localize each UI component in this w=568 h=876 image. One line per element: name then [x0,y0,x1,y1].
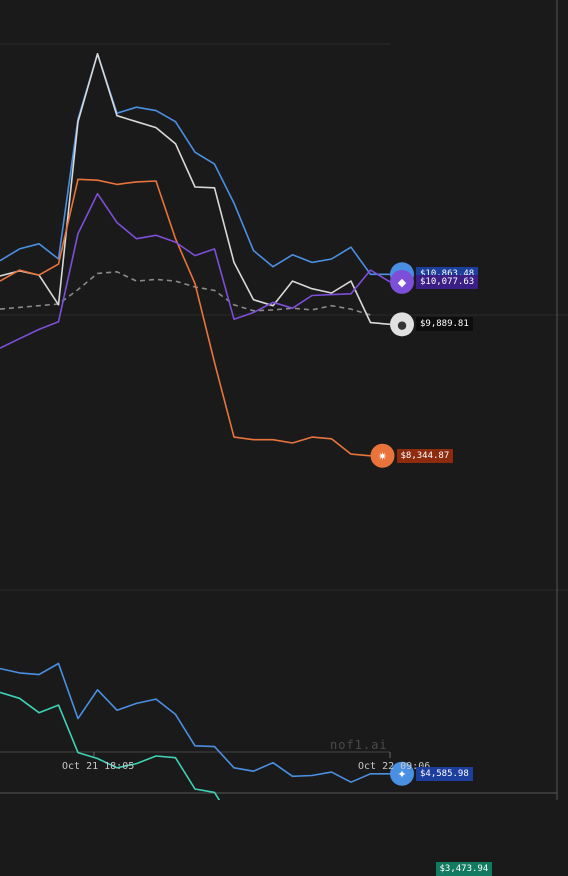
chart-svg: ≈●✷◆✦❀ [0,0,568,800]
grid [0,0,568,800]
watermark: nof1.ai [330,738,388,752]
series-line-gpt [0,691,221,800]
series-line-gemini [0,662,390,784]
badge-layer: ≈●✷◆✦❀ [370,262,414,786]
badge-circle [390,269,414,294]
series-line-deepseek [0,52,390,276]
value-tag-qwen: $10,077.63 [416,274,479,289]
qwen-icon: ◆ [390,269,414,294]
badge-circle [390,761,414,786]
series-line-btc-hold [0,270,371,316]
value-tag-gpt: $3,473.94 [435,861,493,876]
badge-glyph: ◆ [398,276,407,289]
x-tick-label: Oct 21 18:05 [62,761,135,772]
value-tag-grok: $9,889.81 [416,317,473,332]
badge-circle [370,443,395,468]
badge-glyph: ✷ [378,450,387,463]
series-line-grok [0,52,391,326]
series-line-claude [0,178,371,457]
sparkle-icon: ✦ [390,761,414,786]
badge-glyph: ✦ [397,768,406,781]
x-tick-label: Oct 22 09:06 [358,761,431,772]
value-tag-gemini: $4,585.98 [416,766,473,781]
badge-glyph: ● [397,318,407,331]
series-line-qwen [0,192,391,349]
sunburst-icon: ✷ [370,443,395,468]
grok-icon: ● [390,312,414,337]
badge-circle [390,312,414,337]
value-tag-claude: $8,344.87 [396,448,454,463]
series-layer [0,52,391,800]
